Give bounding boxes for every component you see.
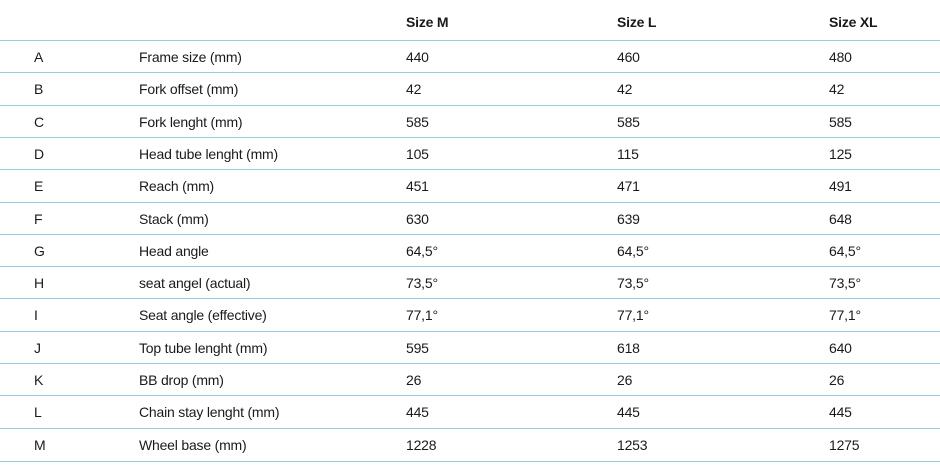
row-label: Head angle	[139, 242, 209, 259]
value-size-m: 440	[406, 48, 429, 65]
row-label: Stack (mm)	[139, 210, 209, 227]
value-size-m: 77,1°	[406, 307, 438, 323]
row-letter: D	[34, 145, 44, 162]
value-size-xl: 491	[829, 178, 852, 194]
value-size-m: 26	[406, 371, 422, 388]
value-size-m: 445	[406, 404, 429, 420]
value-size-l: 639	[617, 210, 640, 227]
row-letter: B	[34, 81, 44, 97]
value-size-xl: 77,1°	[829, 307, 861, 323]
value-size-xl: 585	[829, 113, 852, 130]
row-label: BB drop (mm)	[139, 371, 224, 388]
value-size-xl: 73,5°	[829, 274, 861, 291]
table-header-row: Size M Size L Size XL	[0, 0, 940, 41]
row-label: seat angel (actual)	[139, 274, 251, 291]
header-size-xl: Size XL	[829, 14, 878, 30]
value-size-l: 26	[617, 371, 633, 388]
table-row: F Stack (mm) 630 639 648	[0, 203, 940, 235]
row-label: Head tube lenght (mm)	[139, 145, 278, 162]
value-size-l: 1253	[617, 437, 648, 453]
value-size-l: 471	[617, 178, 640, 194]
row-letter: C	[34, 113, 44, 130]
table-row: K BB drop (mm) 26 26 26	[0, 364, 940, 396]
table-row: I Seat angle (effective) 77,1° 77,1° 77,1°	[0, 299, 940, 332]
value-size-l: 115	[617, 145, 639, 162]
value-size-l: 460	[617, 48, 640, 65]
row-label: Fork lenght (mm)	[139, 113, 243, 130]
row-letter: F	[34, 210, 43, 227]
header-size-l: Size L	[617, 14, 657, 30]
row-label: Seat angle (effective)	[139, 307, 267, 323]
value-size-xl: 640	[829, 339, 852, 356]
value-size-xl: 445	[829, 404, 852, 420]
row-letter: J	[34, 339, 41, 356]
value-size-m: 105	[406, 145, 429, 162]
row-label: Reach (mm)	[139, 178, 215, 194]
value-size-xl: 26	[829, 371, 845, 388]
value-size-l: 42	[617, 81, 633, 97]
row-letter: E	[34, 178, 44, 194]
value-size-l: 445	[617, 404, 640, 420]
value-size-m: 42	[406, 81, 422, 97]
row-letter: L	[34, 404, 42, 420]
row-letter: M	[34, 437, 46, 453]
value-size-l: 77,1°	[617, 307, 649, 323]
row-letter: K	[34, 371, 44, 388]
row-label: Fork offset (mm)	[139, 81, 239, 97]
table-row: B Fork offset (mm) 42 42 42	[0, 73, 940, 106]
value-size-m: 64,5°	[406, 242, 438, 259]
row-label: Top tube lenght (mm)	[139, 339, 268, 356]
value-size-l: 618	[617, 339, 640, 356]
table-row: L Chain stay lenght (mm) 445 445 445	[0, 396, 940, 429]
table-row: J Top tube lenght (mm) 595 618 640	[0, 332, 940, 364]
row-letter: H	[34, 274, 44, 291]
table-row: C Fork lenght (mm) 585 585 585	[0, 106, 940, 138]
row-letter: I	[34, 307, 38, 323]
value-size-xl: 480	[829, 48, 852, 65]
value-size-m: 1228	[406, 437, 437, 453]
table-row: E Reach (mm) 451 471 491	[0, 170, 940, 203]
value-size-xl: 648	[829, 210, 852, 227]
value-size-m: 451	[406, 178, 429, 194]
value-size-m: 585	[406, 113, 429, 130]
row-letter: A	[34, 48, 44, 65]
row-label: Chain stay lenght (mm)	[139, 404, 280, 420]
value-size-m: 595	[406, 339, 429, 356]
value-size-l: 585	[617, 113, 640, 130]
table-row: A Frame size (mm) 440 460 480	[0, 41, 940, 73]
value-size-l: 73,5°	[617, 274, 649, 291]
row-letter: G	[34, 242, 45, 259]
value-size-xl: 1275	[829, 437, 860, 453]
row-label: Wheel base (mm)	[139, 437, 247, 453]
value-size-l: 64,5°	[617, 242, 649, 259]
value-size-xl: 125	[829, 145, 852, 162]
header-size-m: Size M	[406, 14, 449, 30]
table-row: D Head tube lenght (mm) 105 115 125	[0, 138, 940, 170]
value-size-m: 73,5°	[406, 274, 438, 291]
value-size-xl: 64,5°	[829, 242, 861, 259]
table-row: G Head angle 64,5° 64,5° 64,5°	[0, 235, 940, 267]
value-size-xl: 42	[829, 81, 845, 97]
row-label: Frame size (mm)	[139, 48, 242, 65]
table-row: M Wheel base (mm) 1228 1253 1275	[0, 429, 940, 462]
value-size-m: 630	[406, 210, 429, 227]
